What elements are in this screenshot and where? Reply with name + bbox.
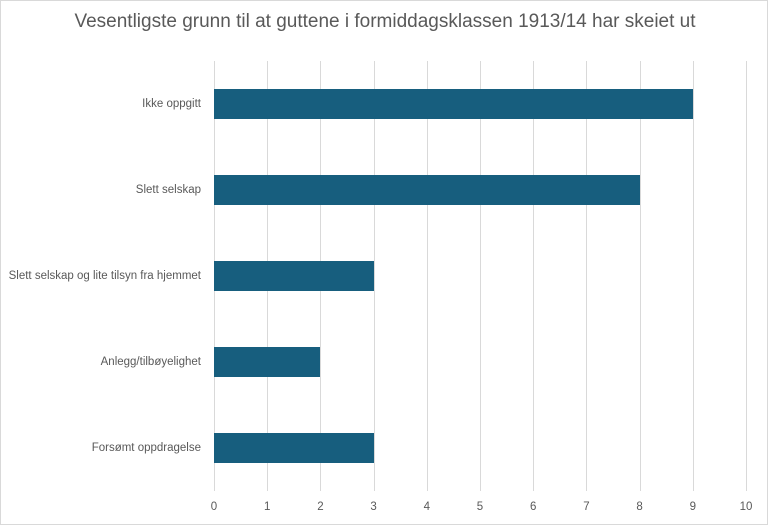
gridline bbox=[692, 61, 694, 491]
x-tick-label: 3 bbox=[370, 501, 377, 513]
x-tick-label: 7 bbox=[583, 501, 590, 513]
x-tick-label: 4 bbox=[423, 501, 430, 513]
gridline bbox=[426, 61, 428, 491]
category-label: Forsømt oppdragelse bbox=[91, 442, 201, 454]
x-tick-label: 2 bbox=[317, 501, 324, 513]
gridline bbox=[480, 61, 481, 491]
bar bbox=[214, 89, 693, 119]
x-tick-label: 10 bbox=[739, 501, 753, 513]
category-label: Slett selskap og lite tilsyn fra hjemmet bbox=[8, 270, 201, 282]
gridline bbox=[533, 61, 535, 491]
category-label: Anlegg/tilbøyelighet bbox=[100, 356, 201, 368]
bar bbox=[214, 347, 321, 377]
x-tick-label: 5 bbox=[476, 501, 484, 513]
chart-title: Vesentligste grunn til at guttene i form… bbox=[74, 11, 696, 32]
x-tick-label: 0 bbox=[210, 501, 218, 513]
bar bbox=[214, 261, 374, 291]
bar bbox=[214, 433, 374, 463]
category-label: Ikke oppgitt bbox=[142, 98, 201, 110]
x-tick-label: 6 bbox=[529, 501, 537, 513]
gridline bbox=[373, 61, 375, 491]
x-tick-label: 1 bbox=[263, 501, 271, 513]
category-label: Slett selskap bbox=[135, 184, 201, 196]
x-tick-label: 8 bbox=[636, 501, 643, 513]
plot-area bbox=[214, 61, 747, 491]
gridline bbox=[639, 61, 641, 491]
gridline bbox=[746, 61, 747, 491]
bar bbox=[214, 175, 640, 205]
x-tick-label: 9 bbox=[689, 501, 696, 513]
gridline bbox=[586, 61, 588, 491]
